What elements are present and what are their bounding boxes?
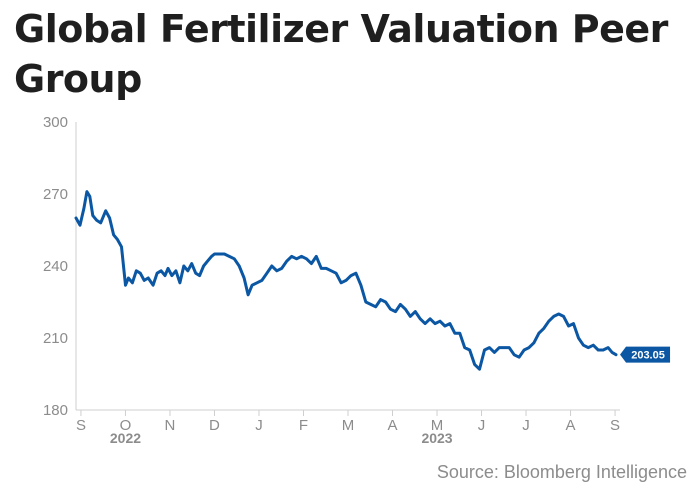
end-value-tag — [620, 346, 671, 363]
x-tick-label: J — [478, 417, 486, 434]
year-label: 2023 — [421, 430, 452, 446]
source-note: Source: Bloomberg Intelligence — [436, 462, 687, 482]
y-tick-label: 180 — [43, 402, 68, 419]
x-tick-label: O — [120, 417, 132, 434]
y-tick-label: 270 — [43, 186, 68, 203]
x-tick-label: S — [76, 417, 86, 434]
y-tick-label: 210 — [43, 330, 68, 347]
x-tick-label: J — [255, 417, 263, 434]
series-line — [74, 190, 618, 371]
x-tick-label: A — [566, 417, 576, 434]
end-value-label: 203.05 — [631, 350, 665, 362]
year-label: 2022 — [110, 430, 141, 446]
x-tick-label: F — [299, 417, 308, 434]
x-tick-label: M — [431, 417, 444, 434]
x-tick-label: J — [522, 417, 530, 434]
x-tick-label: S — [610, 417, 620, 434]
x-tick-label: D — [209, 417, 220, 434]
x-tick-label: A — [388, 417, 398, 434]
y-tick-label: 300 — [43, 114, 68, 131]
y-tick-label: 240 — [43, 258, 68, 275]
x-tick-label: N — [165, 417, 176, 434]
chart-title: Global Fertilizer Valuation Peer Group — [14, 7, 668, 101]
x-tick-label: M — [342, 417, 355, 434]
